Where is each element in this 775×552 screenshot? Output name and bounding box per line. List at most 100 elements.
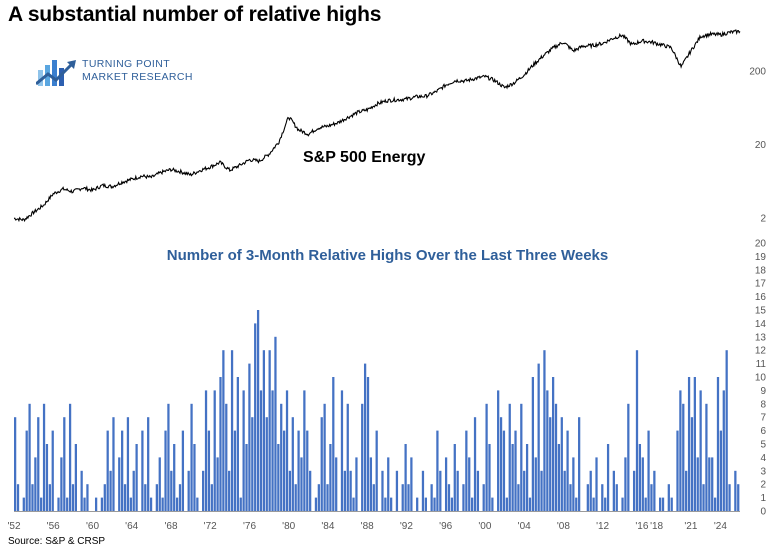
- bar: [505, 497, 508, 511]
- bar: [612, 470, 615, 511]
- bar: [213, 390, 216, 511]
- bar: [708, 457, 711, 511]
- bar: [450, 497, 454, 511]
- bar: [204, 390, 208, 511]
- bar: [187, 470, 190, 511]
- x-tick-label: '80: [282, 521, 295, 532]
- bar: [401, 484, 404, 511]
- bottom-y-tick-label: 3: [760, 466, 766, 477]
- bar: [132, 470, 135, 511]
- bar: [121, 430, 124, 511]
- bar: [471, 497, 474, 511]
- x-tick-label: '96: [439, 521, 452, 532]
- bar: [569, 484, 572, 511]
- x-tick-label: '08: [557, 521, 570, 532]
- x-tick-label: '64: [125, 521, 138, 532]
- bar: [161, 497, 164, 511]
- x-tick-label: '68: [164, 521, 177, 532]
- bar: [303, 390, 306, 511]
- bar: [670, 497, 673, 511]
- bottom-y-tick-label: 0: [760, 507, 766, 518]
- bar: [650, 484, 653, 511]
- bar: [447, 484, 451, 511]
- bar: [549, 417, 552, 511]
- bar: [109, 470, 112, 511]
- bottom-y-tick-label: 4: [760, 453, 766, 464]
- bar: [103, 484, 106, 511]
- bar: [306, 430, 309, 511]
- bar: [390, 497, 393, 511]
- x-axis: '52 '56 '60 '64 '68 '72 '76 '80 '84 '88 '92 '96 '00 '…: [7, 511, 740, 532]
- bar: [725, 350, 728, 511]
- top-y-tick-label: 2: [760, 213, 766, 224]
- bar: [118, 457, 121, 511]
- bar: [277, 444, 280, 511]
- bar: [456, 470, 459, 511]
- bar: [554, 403, 558, 511]
- bar: [326, 484, 329, 511]
- bar: [482, 484, 485, 511]
- bar: [682, 403, 685, 511]
- bar: [534, 457, 537, 511]
- bar: [659, 497, 662, 511]
- bar: [233, 430, 237, 511]
- bar: [641, 457, 644, 511]
- bar: [129, 497, 132, 511]
- bar: [222, 350, 225, 511]
- bar: [606, 444, 610, 511]
- bar: [45, 444, 49, 511]
- bottom-y-tick-label: 17: [755, 279, 767, 290]
- bar: [216, 457, 219, 511]
- bar: [711, 457, 714, 511]
- bar: [433, 497, 436, 511]
- bar: [126, 417, 130, 511]
- bar: [68, 403, 72, 511]
- bottom-y-tick-label: 16: [755, 292, 767, 303]
- bar: [491, 497, 494, 511]
- bottom-y-tick-label: 7: [760, 413, 766, 424]
- bottom-y-tick-label: 5: [760, 440, 766, 451]
- bar: [329, 444, 332, 511]
- bar: [416, 497, 419, 511]
- bar: [601, 484, 604, 511]
- bar: [164, 430, 167, 511]
- bar: [40, 497, 43, 511]
- bar: [181, 430, 185, 511]
- bar: [141, 430, 144, 511]
- bottom-y-tick-label: 1: [760, 493, 766, 504]
- bar: [123, 484, 127, 511]
- bar: [436, 430, 439, 511]
- bar: [112, 417, 115, 511]
- bar: [687, 377, 691, 511]
- bar: [16, 484, 20, 511]
- bar: [375, 430, 378, 511]
- bar: [528, 497, 532, 511]
- bar: [514, 430, 517, 511]
- bar: [167, 403, 170, 511]
- bottom-y-tick-label: 19: [755, 252, 767, 263]
- page-title: A substantial number of relative highs: [8, 3, 382, 26]
- bar: [592, 497, 595, 511]
- bar: [690, 417, 694, 511]
- x-tick-label: '21: [684, 521, 697, 532]
- bar: [713, 497, 717, 511]
- bar: [635, 350, 639, 511]
- bar: [572, 457, 575, 511]
- bar: [384, 497, 387, 511]
- bar: [737, 484, 740, 511]
- bar: [147, 417, 150, 511]
- bar: [288, 470, 292, 511]
- bar: [520, 403, 523, 511]
- bar: [80, 470, 83, 511]
- bar: [193, 444, 196, 511]
- bar: [100, 497, 104, 511]
- bar: [485, 403, 488, 511]
- bar: [468, 457, 471, 511]
- bar: [178, 484, 182, 511]
- bar: [22, 497, 25, 511]
- bar: [410, 457, 413, 511]
- bar: [268, 350, 271, 511]
- bar: [51, 430, 54, 511]
- bar: [230, 350, 234, 511]
